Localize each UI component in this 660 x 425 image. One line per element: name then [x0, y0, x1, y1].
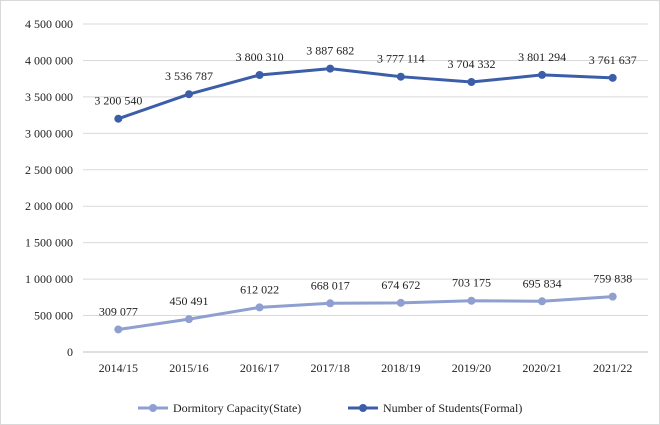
- data-label: 3 761 637: [589, 53, 637, 67]
- data-point: [396, 298, 405, 307]
- x-axis: 2014/15 2015/16 2016/17 2017/18 2018/19 2019/…: [99, 361, 633, 375]
- x-tick-label: 2014/15: [99, 361, 138, 375]
- y-tick-label: 4 000 000: [25, 53, 73, 67]
- data-point: [467, 296, 476, 305]
- legend-item-0: Dormitory Capacity(State): [138, 401, 301, 415]
- data-point: [255, 303, 264, 312]
- data-label: 450 491: [169, 294, 208, 308]
- data-label: 3 800 310: [236, 50, 284, 64]
- x-tick-label: 2015/16: [169, 361, 208, 375]
- data-label: 695 834: [523, 276, 562, 290]
- data-point: [608, 73, 617, 82]
- data-label: 309 077: [99, 304, 138, 318]
- series-0: 309 077 450 491 612 022 668 017 674 672 703 1…: [99, 272, 632, 334]
- y-tick-label: 2 500 000: [25, 163, 73, 177]
- y-tick-label: 0: [67, 345, 73, 359]
- legend-label: Number of Students(Formal): [383, 401, 522, 415]
- legend-label: Dormitory Capacity(State): [173, 401, 301, 415]
- data-point: [184, 90, 193, 99]
- data-point: [538, 297, 547, 306]
- data-point: [396, 72, 405, 81]
- data-point: [255, 70, 264, 79]
- legend-marker-icon: [359, 404, 367, 412]
- x-tick-label: 2017/18: [311, 361, 350, 375]
- series-line: [118, 295, 613, 331]
- data-point: [608, 292, 617, 301]
- data-point: [326, 299, 335, 308]
- data-label: 612 022: [240, 282, 279, 296]
- y-tick-label: 2 000 000: [25, 199, 73, 213]
- data-label: 3 200 540: [94, 94, 142, 108]
- data-label: 674 672: [381, 278, 420, 292]
- x-tick-label: 2019/20: [452, 361, 491, 375]
- y-tick-label: 3 500 000: [25, 90, 73, 104]
- series-line: [117, 67, 613, 121]
- x-tick-label: 2018/19: [381, 361, 420, 375]
- y-tick-label: 1 500 000: [25, 236, 73, 250]
- legend-item-1: Number of Students(Formal): [348, 401, 522, 415]
- data-label: 703 175: [452, 276, 491, 290]
- series-group: 309 077 450 491 612 022 668 017 674 672 703 1…: [94, 44, 637, 334]
- x-tick-label: 2016/17: [240, 361, 279, 375]
- data-label: 668 017: [311, 278, 350, 292]
- data-label: 3 536 787: [165, 69, 213, 83]
- data-label: 759 838: [593, 272, 632, 286]
- data-point: [114, 114, 123, 123]
- data-point: [326, 64, 335, 73]
- series-1: 3 200 540 3 536 787 3 800 310 3 887 682 3 77…: [94, 44, 637, 123]
- y-axis: 0 500 000 1 000 000 1 500 000 2 000 000 2 500…: [25, 17, 73, 359]
- x-tick-label: 2021/22: [593, 361, 632, 375]
- data-label: 3 777 114: [377, 52, 425, 66]
- x-tick-label: 2020/21: [522, 361, 561, 375]
- data-point: [184, 315, 193, 324]
- y-tick-label: 1 000 000: [25, 272, 73, 286]
- data-point: [467, 77, 476, 86]
- data-point: [114, 325, 123, 334]
- data-label: 3 801 294: [518, 50, 566, 64]
- data-label: 3 704 332: [447, 57, 495, 71]
- y-tick-label: 500 000: [34, 309, 73, 323]
- legend-marker-icon: [149, 404, 157, 412]
- y-tick-label: 3 000 000: [25, 126, 73, 140]
- legend: Dormitory Capacity(State) Number of Stude…: [138, 401, 522, 415]
- data-label: 3 887 682: [306, 44, 354, 58]
- data-point: [538, 70, 547, 79]
- y-tick-label: 4 500 000: [25, 17, 73, 31]
